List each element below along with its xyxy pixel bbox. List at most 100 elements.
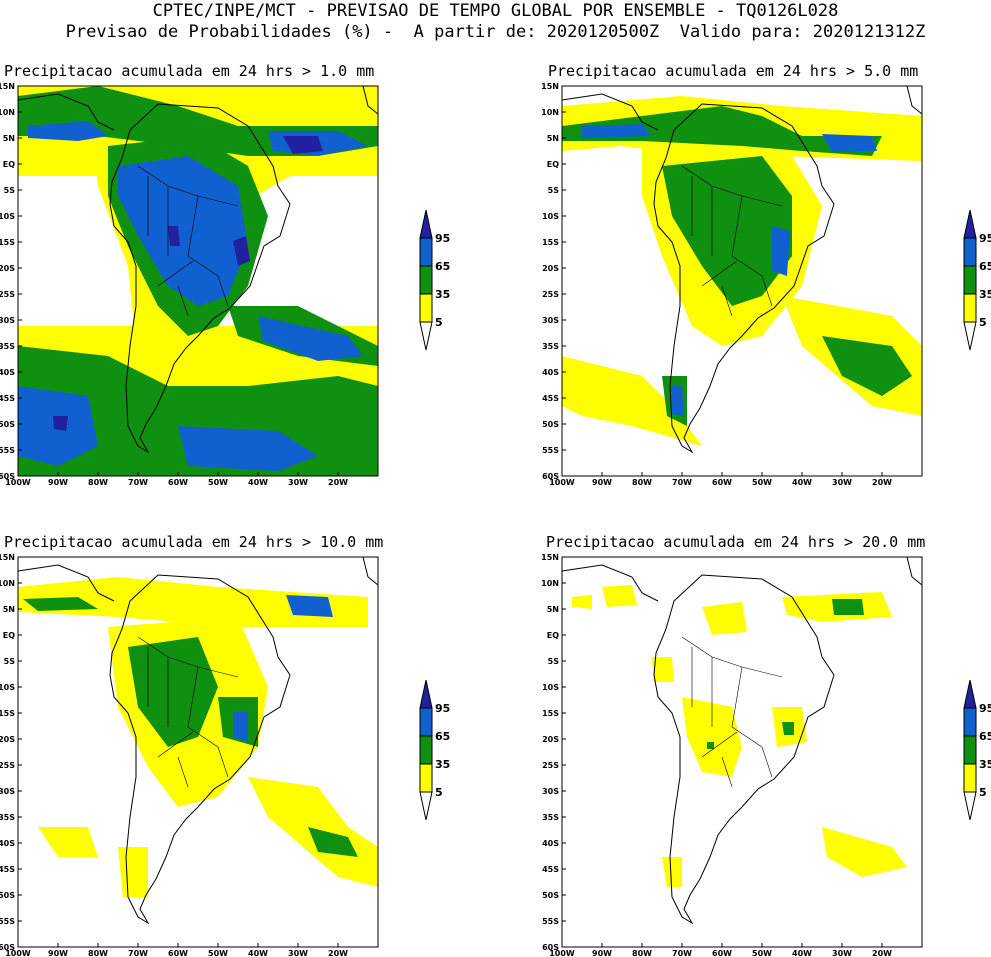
colorbar-segment	[419, 707, 433, 737]
lon-tick-label: 50W	[208, 478, 228, 487]
lat-tick-label: 10N	[541, 108, 559, 117]
lon-tick-label: 80W	[632, 949, 652, 957]
lat-tick-label: 50S	[542, 420, 559, 429]
lat-tick-label: 25S	[542, 290, 559, 299]
lat-tick-label: EQ	[3, 160, 15, 169]
south-america-coastline	[109, 103, 291, 454]
colorbar-segment-gt95	[419, 209, 433, 239]
lat-tick-label: 60S	[542, 472, 559, 481]
lat-tick-label: 35S	[0, 813, 15, 822]
lon-tick-label: 70W	[672, 949, 692, 957]
lat-tick-label: 10N	[541, 579, 559, 588]
lat-tick-label: 40S	[0, 368, 15, 377]
lon-tick-label: 40W	[248, 949, 268, 957]
lon-tick-label: 40W	[248, 478, 268, 487]
lon-tick-label: 80W	[632, 478, 652, 487]
lon-tick-label: 50W	[752, 478, 772, 487]
colorbar-label: 95	[435, 232, 450, 245]
panel-3-title: Precipitacao acumulada em 24 hrs > 10.0 …	[4, 533, 384, 551]
panel-1-title: Precipitacao acumulada em 24 hrs > 1.0 m…	[4, 62, 375, 80]
lon-tick-label: 90W	[592, 949, 612, 957]
lon-tick-label: 20W	[328, 478, 348, 487]
panel-2-map: 15N 10N 5N EQ 5S 10S 15S 20S 25S 30S 35S 40S 45S 50S 5…	[541, 82, 923, 487]
panel-4-svg: 15N 10N 5N EQ 5S 10S 15S 20S 25S 30S 35S 40S 45S 50S 5…	[541, 553, 923, 957]
lon-tick-label: 100W	[5, 949, 31, 957]
panel-1-map: 15N 10N 5N EQ 5S 10S 15S 20S 25S 30S 35S 40S 45S 50S 5…	[0, 82, 379, 487]
lat-tick-label: 60S	[0, 472, 15, 481]
colorbar-segment-lt5	[419, 321, 433, 351]
colorbar-label: 35	[979, 758, 991, 771]
colorbar-segment	[419, 735, 433, 765]
lat-tick-label: 15N	[541, 82, 559, 91]
lat-tick-label: 40S	[0, 839, 15, 848]
lat-tick-label: 15S	[542, 709, 559, 718]
lat-tick-label: EQ	[547, 160, 559, 169]
lat-tick-label: 5N	[3, 605, 15, 614]
colorbar-segment	[419, 293, 433, 323]
lat-tick-label: EQ	[547, 631, 559, 640]
panel-3-map: 15N 10N 5N EQ 5S 10S 15S 20S 25S 30S 35S 40S 45S 50S 5…	[0, 553, 379, 957]
lat-tick-label: 25S	[0, 761, 15, 770]
colorbar-label: 35	[979, 288, 991, 301]
central-america	[17, 93, 115, 131]
lat-tick-label: 30S	[0, 787, 15, 796]
colorbar-segment	[963, 293, 977, 323]
lat-tick-label: 45S	[0, 394, 15, 403]
colorbar-label: 65	[979, 260, 991, 273]
lat-tick-label: EQ	[3, 631, 15, 640]
colorbar-label: 95	[979, 702, 991, 715]
lon-tick-label: 60W	[168, 478, 188, 487]
colorbar-label: 95	[435, 702, 450, 715]
colorbar-4-svg: 95 65 35 5	[963, 679, 991, 821]
colorbar-segment-lt5	[419, 791, 433, 821]
lat-tick-label: 15N	[541, 553, 559, 562]
lat-tick-label: 15S	[542, 238, 559, 247]
lat-tick-label: 30S	[0, 316, 15, 325]
lat-tick-label: 5S	[548, 657, 560, 666]
lon-tick-label: 100W	[5, 478, 31, 487]
colorbar-segment	[963, 763, 977, 793]
colorbar-1-svg: 95 65 35 5	[419, 209, 450, 351]
colorbar-segment	[963, 707, 977, 737]
lon-tick-label: 100W	[549, 478, 575, 487]
panel-4-axes: 15N 10N 5N EQ 5S 10S 15S 20S 25S 30S 35S 40S 45S 50S 5…	[541, 553, 892, 957]
lon-tick-label: 70W	[128, 478, 148, 487]
colorbar-segment-gt95	[963, 679, 977, 709]
africa-coast	[362, 85, 379, 115]
panel-4-map: 15N 10N 5N EQ 5S 10S 15S 20S 25S 30S 35S 40S 45S 50S 5…	[541, 553, 923, 957]
lon-tick-label: 40W	[792, 949, 812, 957]
lat-tick-label: 15S	[0, 709, 15, 718]
lat-tick-label: 35S	[542, 342, 559, 351]
colorbar-segment	[963, 237, 977, 267]
lon-tick-label: 20W	[328, 949, 348, 957]
colorbar-segment	[963, 265, 977, 295]
country-borders	[137, 165, 239, 317]
lat-tick-label: 55S	[0, 446, 15, 455]
lat-tick-label: 25S	[0, 290, 15, 299]
lon-tick-label: 30W	[288, 949, 308, 957]
colorbar-label: 5	[435, 316, 443, 329]
panel-3-axes: 15N 10N 5N EQ 5S 10S 15S 20S 25S 30S 35S 40S 45S 50S 5…	[0, 553, 348, 957]
panel-2-colorbar: 95 65 35 5	[962, 209, 991, 360]
lat-tick-label: 50S	[0, 420, 15, 429]
lat-tick-label: 5S	[4, 186, 16, 195]
lat-tick-label: 10S	[542, 212, 559, 221]
lat-tick-label: 5N	[3, 134, 15, 143]
lat-tick-label: 10N	[0, 579, 15, 588]
colorbar-label: 5	[979, 786, 987, 799]
colorbar-segment-lt5	[963, 791, 977, 821]
lat-tick-label: 25S	[542, 761, 559, 770]
lat-tick-label: 15S	[0, 238, 15, 247]
lon-tick-label: 20W	[872, 478, 892, 487]
lat-tick-label: 20S	[0, 264, 15, 273]
lat-tick-label: 10S	[0, 683, 15, 692]
lat-tick-label: 40S	[542, 368, 559, 377]
lon-tick-label: 50W	[752, 949, 772, 957]
lon-tick-label: 70W	[672, 478, 692, 487]
lon-tick-label: 60W	[168, 949, 188, 957]
colorbar-label: 95	[979, 232, 991, 245]
panel-4-colorbar: 95 65 35 5	[962, 679, 991, 830]
lat-tick-label: 20S	[0, 735, 15, 744]
lon-tick-label: 90W	[592, 478, 612, 487]
colorbar-segment-gt95	[963, 209, 977, 239]
